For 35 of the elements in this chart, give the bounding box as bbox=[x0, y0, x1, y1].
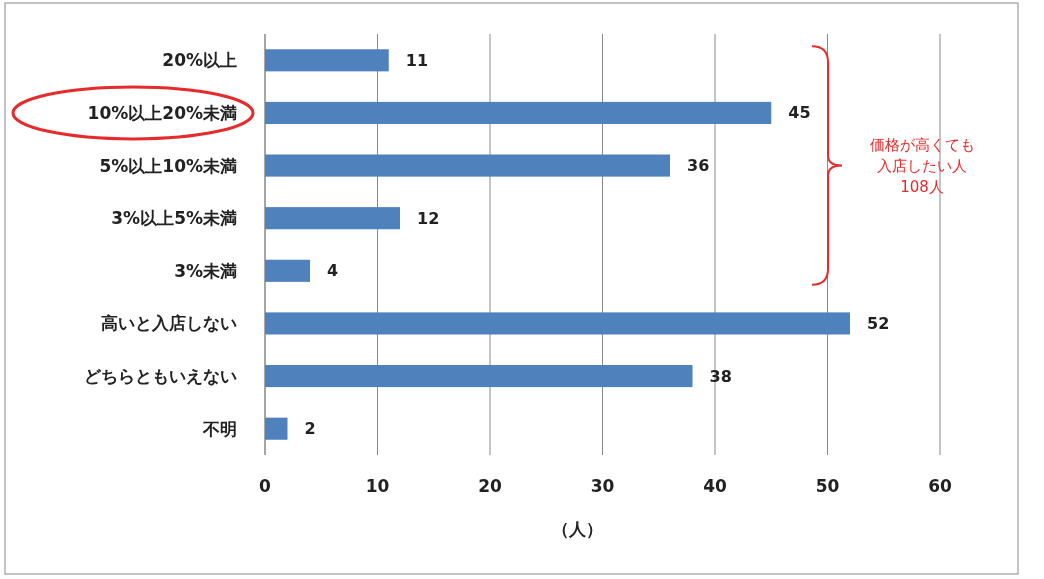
data-label: 4 bbox=[327, 261, 339, 281]
bar bbox=[265, 417, 288, 440]
annotation: 108人 bbox=[900, 177, 944, 196]
data-label: 36 bbox=[687, 156, 710, 176]
x-tick-label: 20 bbox=[478, 476, 502, 496]
annotation: 入店したい人 bbox=[877, 156, 967, 175]
y-tick-label: 不明 bbox=[202, 418, 237, 439]
annotation: 価格が高くても bbox=[869, 135, 975, 154]
x-axis-title: （人） bbox=[552, 519, 603, 539]
x-tick-label: 50 bbox=[815, 476, 840, 496]
x-tick-label: 0 bbox=[259, 476, 272, 496]
y-tick-label: 3%未満 bbox=[174, 260, 237, 281]
bar bbox=[265, 312, 850, 335]
data-label: 38 bbox=[709, 366, 732, 386]
data-label: 12 bbox=[417, 208, 440, 228]
bar bbox=[265, 207, 400, 230]
data-label: 11 bbox=[405, 50, 429, 70]
bar bbox=[265, 101, 772, 124]
y-tick-label: 3%以上5%未満 bbox=[111, 208, 237, 229]
x-tick-label: 10 bbox=[365, 476, 390, 496]
x-tick-label: 40 bbox=[703, 476, 727, 496]
bar bbox=[265, 154, 670, 177]
y-tick-label: 20%以上 bbox=[162, 50, 237, 71]
data-label: 52 bbox=[867, 313, 890, 333]
bar bbox=[265, 259, 310, 282]
x-tick-label: 60 bbox=[928, 476, 952, 496]
bar bbox=[265, 49, 389, 72]
y-tick-label: 10%以上20%未満 bbox=[87, 102, 237, 123]
x-tick-label: 30 bbox=[590, 476, 615, 496]
y-tick-label: 5%以上10%未満 bbox=[99, 155, 237, 176]
y-tick-label: 高いと入店しない bbox=[101, 313, 237, 334]
bar bbox=[265, 365, 693, 388]
y-tick-label: どちらともいえない bbox=[84, 366, 237, 387]
data-label: 45 bbox=[788, 103, 811, 123]
data-label: 2 bbox=[304, 419, 316, 439]
